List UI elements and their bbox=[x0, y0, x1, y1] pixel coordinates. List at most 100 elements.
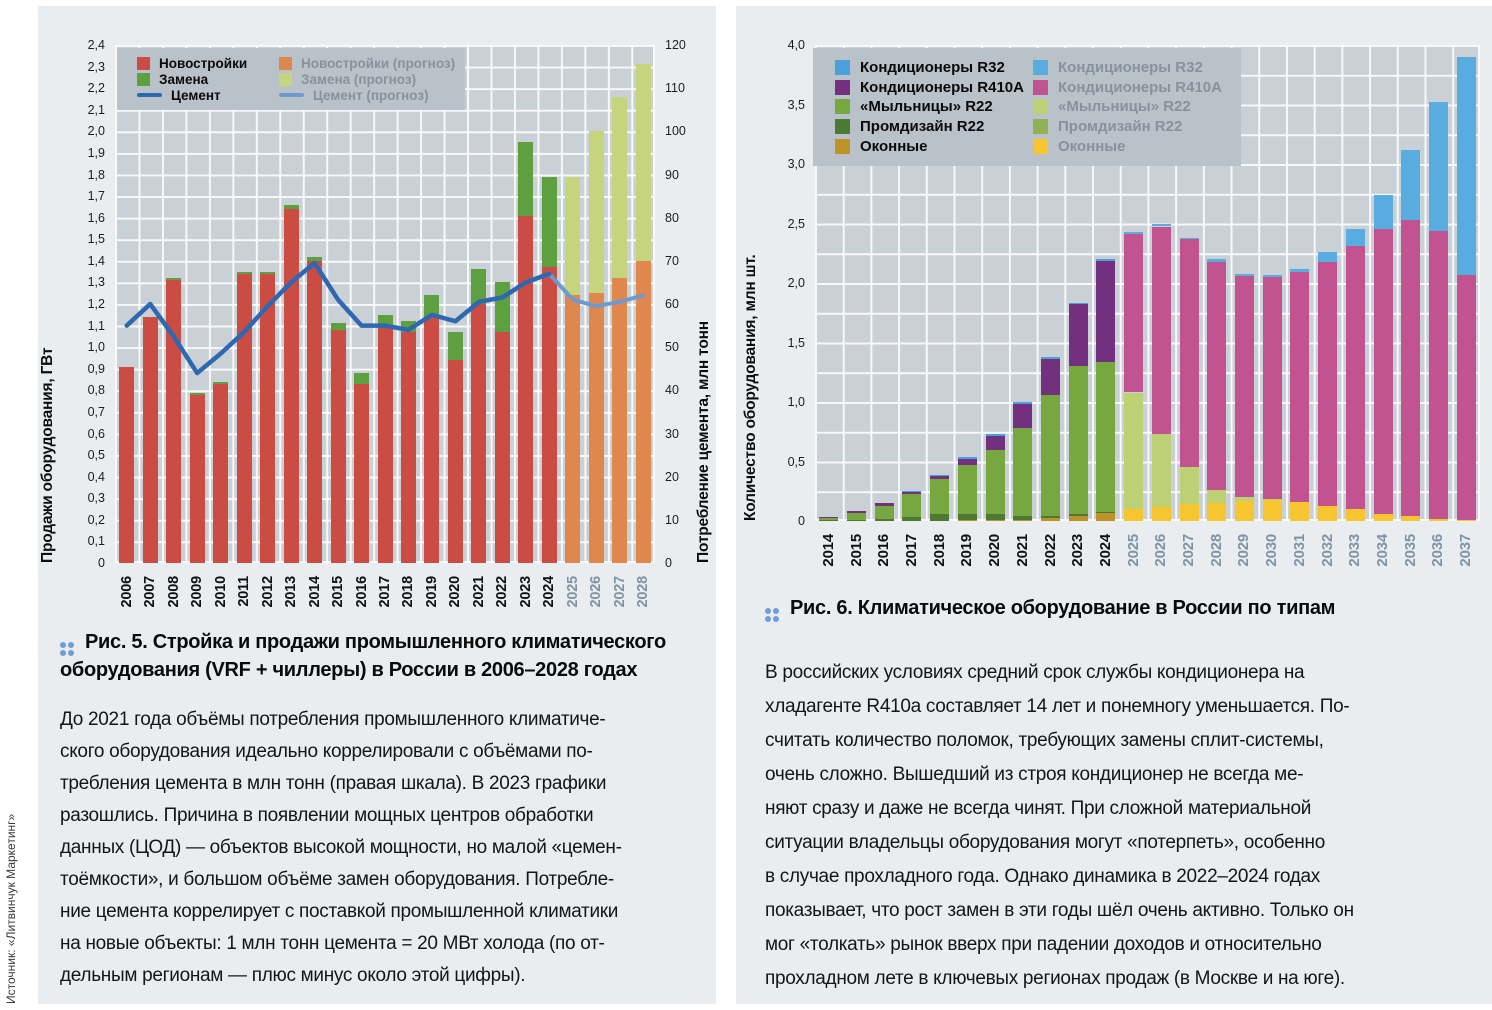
y-axis-tick-label: 0,7 bbox=[87, 404, 105, 419]
bar-segment-r410a bbox=[1013, 404, 1033, 429]
legend-color-swatch bbox=[1033, 99, 1048, 115]
bar-segment-r410a bbox=[902, 491, 922, 494]
x-axis-year-label: 2023 bbox=[517, 576, 534, 608]
bar-segment-promdesign bbox=[1068, 514, 1088, 516]
x-axis-year-label: 2017 bbox=[902, 534, 920, 567]
bar-segment-replacement bbox=[354, 373, 370, 384]
y-axis-tick-label: 0,5 bbox=[87, 448, 105, 463]
x-axis-year-label: 2014 bbox=[819, 534, 837, 567]
bar-segment-new-build bbox=[612, 278, 628, 563]
x-axis-year-label: 2028 bbox=[1207, 534, 1225, 567]
bar-segment-window bbox=[1124, 509, 1144, 521]
y-axis2-title: Потребление цемента, млн тонн bbox=[695, 321, 712, 563]
bar-segment-window bbox=[1401, 516, 1421, 521]
bar-segment-replacement bbox=[400, 321, 416, 333]
bar-segment-r32 bbox=[1179, 237, 1199, 239]
y-axis2-tick-label: 10 bbox=[665, 512, 679, 527]
x-axis-year-label: 2015 bbox=[847, 534, 865, 567]
bar-segment-replacement bbox=[189, 392, 205, 395]
bar-segment-promdesign bbox=[819, 520, 839, 521]
bar-segment-promdesign bbox=[1096, 512, 1116, 514]
x-axis-year-label: 2011 bbox=[236, 576, 253, 607]
fig6-chart: 0 0,5 1,0 1,5 2,0 2,5 3,0 3,5 4,0 2014 2015 2016 201… bbox=[736, 6, 1492, 1004]
x-axis-year-label: 2025 bbox=[564, 576, 581, 608]
bar-segment-new-build bbox=[354, 383, 370, 563]
legend-item-label: Оконные bbox=[860, 137, 928, 155]
y-axis-tick-label: 2,0 bbox=[787, 276, 805, 290]
legend-color-swatch bbox=[835, 119, 850, 135]
fig5-chart: 0 0,1 0,2 0,3 0,4 0,5 0,6 0,7 0,8 0,9 1,0 1,1 1,2 1,3… bbox=[38, 6, 716, 1004]
bar-segment-r32 bbox=[1068, 303, 1088, 305]
bar-segment-r32 bbox=[1373, 194, 1393, 230]
bar-segment-mylnitsy bbox=[1207, 490, 1227, 503]
bar-segment-replacement bbox=[424, 295, 440, 317]
bar-segment-promdesign bbox=[874, 519, 894, 521]
bar-segment-r32 bbox=[1041, 356, 1061, 360]
legend-item: Цемент (прогноз) bbox=[279, 87, 455, 103]
x-axis-year-label: 2029 bbox=[1235, 534, 1253, 567]
bar-segment-new-build bbox=[166, 280, 182, 563]
bar-segment-new-build bbox=[236, 273, 252, 563]
legend-color-swatch bbox=[835, 138, 850, 154]
bar-segment-new-build bbox=[447, 360, 463, 563]
x-axis-year-label: 2019 bbox=[958, 534, 976, 567]
legend-item: Кондиционеры R410A bbox=[1033, 78, 1229, 98]
legend-item: Кондиционеры R410A bbox=[835, 78, 1033, 98]
bar-segment-mylnitsy bbox=[985, 449, 1005, 515]
x-axis-year-label: 2035 bbox=[1401, 534, 1419, 567]
bar-segment-mylnitsy bbox=[902, 493, 922, 518]
bar-segment-new-build bbox=[377, 327, 393, 563]
y-axis-tick-label: 2,2 bbox=[87, 81, 105, 96]
bar-segment-replacement bbox=[635, 64, 651, 261]
legend-item-label: Цемент bbox=[171, 87, 221, 103]
bar-segment-mylnitsy bbox=[1013, 428, 1033, 516]
x-axis-year-label: 2006 bbox=[118, 576, 135, 608]
bar-segment-r410a bbox=[847, 511, 867, 513]
bar-segment-r32 bbox=[1151, 223, 1171, 227]
bar-segment-new-build bbox=[283, 209, 299, 563]
y-axis-tick-label: 0,5 bbox=[787, 454, 805, 469]
y-axis-tick-label: 1,1 bbox=[87, 318, 105, 333]
bar-segment-r32 bbox=[1456, 56, 1476, 275]
y-axis-title: Продажи оборудования, ГВт bbox=[39, 347, 56, 563]
x-axis-year-label: 2021 bbox=[470, 576, 487, 608]
bar-segment-r32 bbox=[1096, 258, 1116, 261]
bar-segment-replacement bbox=[541, 176, 557, 268]
x-axis-year-label: 2012 bbox=[259, 576, 276, 608]
legend-item-label: Новостройки bbox=[159, 55, 248, 71]
x-axis-year-label: 2031 bbox=[1290, 534, 1308, 567]
legend-item: Кондиционеры R32 bbox=[1033, 58, 1229, 78]
bar-segment-r32 bbox=[1234, 273, 1254, 276]
bar-segment-mylnitsy bbox=[957, 465, 977, 514]
bar-segment-r410a bbox=[1096, 261, 1116, 363]
bar-segment-r32 bbox=[1207, 259, 1227, 262]
bar-segment-mylnitsy bbox=[847, 512, 867, 520]
legend-item-label: Кондиционеры R32 bbox=[860, 59, 1005, 77]
y-axis2-tick-label: 100 bbox=[665, 124, 686, 139]
bar-segment-r410a bbox=[1234, 275, 1254, 498]
x-axis-year-label: 2036 bbox=[1429, 534, 1447, 567]
legend-color-swatch bbox=[835, 79, 850, 95]
bar-segment-r410a bbox=[1041, 359, 1061, 395]
x-axis-year-label: 2024 bbox=[541, 576, 558, 608]
bar-segment-new-build bbox=[635, 260, 651, 563]
y-axis-tick-label: 3,5 bbox=[787, 97, 805, 112]
y-axis-tick-label: 3,0 bbox=[787, 157, 805, 171]
legend-item: Промдизайн R22 bbox=[835, 117, 1033, 137]
x-axis-year-label: 2023 bbox=[1069, 534, 1087, 567]
y-axis-tick-label: 1,3 bbox=[87, 275, 105, 290]
bar-segment-new-build bbox=[541, 267, 557, 563]
bar-segment-mylnitsy bbox=[1041, 394, 1061, 516]
x-axis-year-label: 2028 bbox=[635, 576, 652, 608]
source-note: Источник: «Литвинчук Маркетинг» bbox=[4, 813, 18, 1004]
bar-segment-r410a bbox=[957, 459, 977, 466]
y-axis-tick-label: 0,4 bbox=[87, 469, 105, 484]
x-axis-year-label: 2022 bbox=[494, 576, 511, 608]
y-axis-tick-label: 0,3 bbox=[87, 491, 105, 506]
fig5-caption-prefix: Рис. 5. bbox=[85, 631, 148, 653]
fig6-caption-prefix: Рис. 6. bbox=[790, 597, 853, 619]
legend-color-swatch bbox=[279, 72, 292, 86]
bar-segment-r32 bbox=[1401, 149, 1421, 220]
bar-segment-mylnitsy bbox=[1262, 499, 1282, 500]
bar-segment-new-build bbox=[260, 273, 276, 563]
